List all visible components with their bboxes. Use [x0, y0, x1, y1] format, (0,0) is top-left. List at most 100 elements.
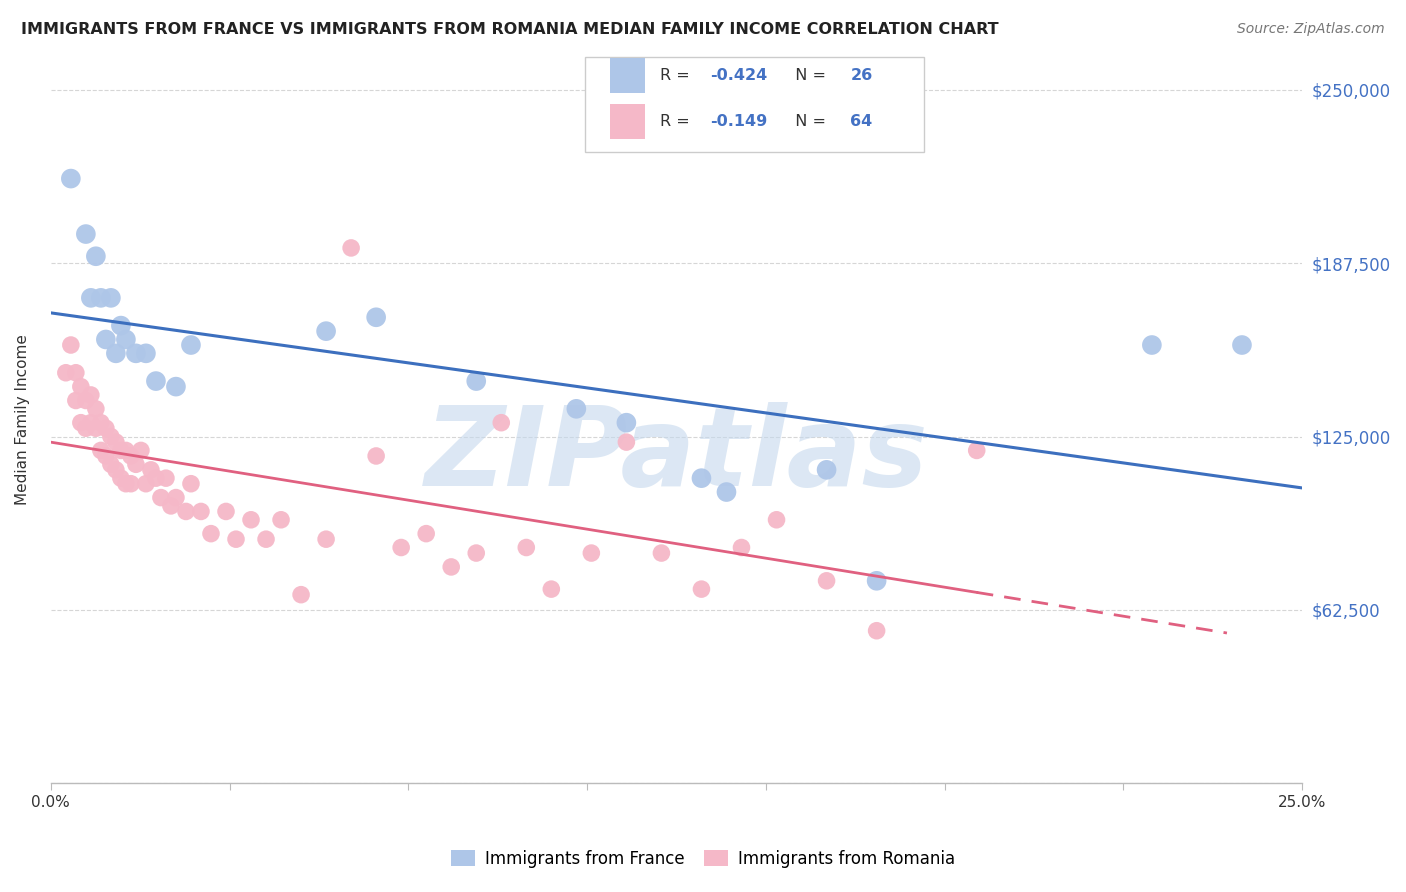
Point [90, 291, 112, 305]
Point [389, 541, 412, 555]
Point [616, 435, 638, 450]
Point [104, 435, 127, 450]
Point [75, 227, 97, 241]
Text: ZIPatlas: ZIPatlas [425, 402, 928, 509]
Point [80, 291, 103, 305]
Text: Source: ZipAtlas.com: Source: ZipAtlas.com [1237, 22, 1385, 37]
Point [94, 421, 117, 435]
Point [315, 532, 337, 546]
Point [125, 346, 148, 360]
Point [180, 476, 202, 491]
Point [115, 443, 138, 458]
Point [225, 532, 247, 546]
Point [415, 526, 437, 541]
Point [865, 574, 887, 588]
Point [145, 471, 167, 485]
Point [815, 463, 838, 477]
Point [135, 346, 157, 360]
Point [815, 574, 838, 588]
Point [94, 333, 117, 347]
Point [65, 366, 87, 380]
Point [90, 416, 112, 430]
Point [366, 310, 388, 325]
Text: IMMIGRANTS FROM FRANCE VS IMMIGRANTS FROM ROMANIA MEDIAN FAMILY INCOME CORRELATI: IMMIGRANTS FROM FRANCE VS IMMIGRANTS FRO… [21, 22, 998, 37]
Point [465, 374, 488, 388]
Point [690, 471, 713, 485]
Point [100, 291, 122, 305]
Point [80, 416, 103, 430]
Text: R =: R = [661, 114, 695, 129]
Point [650, 546, 672, 560]
Point [139, 463, 162, 477]
Point [315, 324, 337, 338]
Point [59, 338, 82, 352]
Point [240, 513, 263, 527]
Point [65, 393, 87, 408]
Point [55, 366, 77, 380]
Point [84, 249, 107, 263]
Point [115, 476, 138, 491]
Point [440, 560, 463, 574]
Point [75, 393, 97, 408]
Point [120, 476, 142, 491]
Point [1230, 338, 1253, 352]
Point [616, 416, 638, 430]
Point [110, 471, 132, 485]
Point [59, 171, 82, 186]
Point [125, 458, 148, 472]
Point [115, 333, 138, 347]
Point [155, 471, 177, 485]
Point [84, 401, 107, 416]
Point [966, 443, 988, 458]
Point [491, 416, 513, 430]
Point [200, 526, 222, 541]
Point [149, 491, 172, 505]
Text: -0.424: -0.424 [710, 68, 768, 83]
Point [100, 429, 122, 443]
Point [765, 513, 787, 527]
Point [290, 588, 312, 602]
Point [160, 499, 183, 513]
Point [129, 443, 152, 458]
Point [110, 443, 132, 458]
Point [104, 463, 127, 477]
Point [80, 388, 103, 402]
Legend: Immigrants from France, Immigrants from Romania: Immigrants from France, Immigrants from … [444, 844, 962, 875]
Point [120, 449, 142, 463]
Point [90, 443, 112, 458]
Text: 26: 26 [851, 68, 873, 83]
Point [104, 346, 127, 360]
Point [145, 374, 167, 388]
Point [540, 582, 562, 596]
Point [730, 541, 752, 555]
Point [70, 379, 93, 393]
Point [100, 458, 122, 472]
Point [340, 241, 363, 255]
Point [515, 541, 537, 555]
FancyBboxPatch shape [610, 58, 645, 93]
Point [690, 582, 713, 596]
Point [94, 449, 117, 463]
Point [180, 338, 202, 352]
Point [135, 476, 157, 491]
Point [865, 624, 887, 638]
Point [270, 513, 292, 527]
Point [581, 546, 603, 560]
Point [165, 379, 187, 393]
Point [215, 504, 238, 518]
Point [1140, 338, 1163, 352]
FancyBboxPatch shape [610, 104, 645, 139]
Text: -0.149: -0.149 [710, 114, 768, 129]
Point [84, 421, 107, 435]
Text: R =: R = [661, 68, 695, 83]
Point [565, 401, 588, 416]
FancyBboxPatch shape [585, 56, 924, 152]
Point [174, 504, 197, 518]
Text: N =: N = [786, 68, 831, 83]
Text: 64: 64 [851, 114, 873, 129]
Point [70, 416, 93, 430]
Point [165, 491, 187, 505]
Point [254, 532, 277, 546]
Point [366, 449, 388, 463]
Point [465, 546, 488, 560]
